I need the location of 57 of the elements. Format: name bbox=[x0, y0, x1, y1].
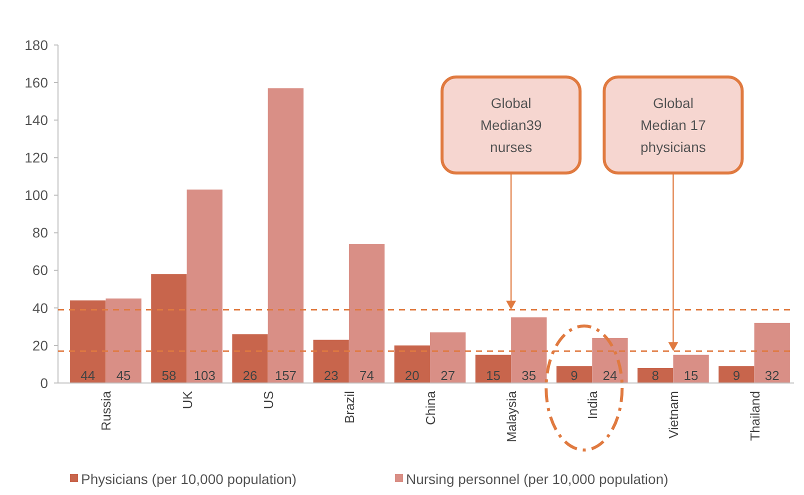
data-label: 9 bbox=[732, 368, 740, 383]
data-label: 32 bbox=[764, 368, 780, 383]
x-tick-label: Russia bbox=[98, 390, 114, 431]
x-tick-label: Thailand bbox=[747, 391, 762, 441]
data-label: 15 bbox=[486, 368, 500, 383]
ref-line-label: Global Median39 nurses bbox=[480, 94, 542, 155]
bar bbox=[186, 190, 222, 383]
bar bbox=[348, 244, 385, 383]
x-tick-label: US bbox=[260, 390, 276, 410]
data-label: 103 bbox=[194, 368, 216, 383]
y-tick-label: 100 bbox=[24, 187, 48, 204]
ref-line-label: Global Median 17 physicians bbox=[640, 94, 706, 155]
bar bbox=[232, 334, 268, 383]
x-tick-label: Vietnam bbox=[666, 391, 682, 438]
data-label: 8 bbox=[652, 368, 659, 383]
x-tick-label: Brazil bbox=[342, 390, 357, 424]
bar bbox=[475, 354, 512, 383]
data-label: 15 bbox=[684, 368, 698, 383]
bar bbox=[754, 322, 790, 383]
y-tick-label: 20 bbox=[32, 337, 48, 354]
bar bbox=[313, 340, 349, 383]
data-label: 157 bbox=[274, 368, 297, 383]
y-tick-label: 0 bbox=[40, 374, 48, 391]
data-label: 23 bbox=[324, 368, 338, 383]
bar bbox=[70, 300, 106, 383]
y-tick-label: 180 bbox=[24, 36, 48, 53]
x-tick-label: India bbox=[585, 390, 600, 420]
data-label: 20 bbox=[404, 368, 420, 383]
data-label: 58 bbox=[162, 368, 176, 383]
bar bbox=[394, 345, 430, 383]
x-tick-label: UK bbox=[180, 390, 195, 410]
bar bbox=[268, 88, 304, 383]
data-label: 44 bbox=[80, 368, 96, 383]
bar bbox=[106, 298, 142, 383]
legend-label: Physicians (per 10,000 population) bbox=[81, 470, 297, 487]
bar bbox=[718, 366, 754, 383]
bar bbox=[556, 366, 592, 383]
y-tick-label: 40 bbox=[32, 300, 48, 316]
bar bbox=[673, 354, 709, 383]
data-label: 9 bbox=[570, 368, 578, 383]
data-label: 45 bbox=[116, 368, 131, 383]
y-tick-label: 140 bbox=[24, 112, 48, 128]
data-label: 27 bbox=[440, 368, 456, 383]
x-tick-label: Malaysia bbox=[504, 390, 520, 442]
legend-label: Nursing personnel (per 10,000 population) bbox=[406, 470, 668, 487]
data-label: 35 bbox=[522, 368, 536, 383]
bar bbox=[151, 274, 187, 383]
bar bbox=[511, 317, 547, 383]
y-tick-label: 120 bbox=[24, 150, 48, 166]
x-tick-label: China bbox=[423, 390, 438, 425]
y-tick-label: 80 bbox=[32, 224, 48, 241]
bar bbox=[430, 332, 466, 383]
data-label: 26 bbox=[242, 368, 258, 383]
y-tick-label: 60 bbox=[32, 262, 48, 278]
data-label: 24 bbox=[602, 368, 618, 383]
data-label: 74 bbox=[360, 368, 374, 383]
y-tick-label: 160 bbox=[24, 74, 48, 90]
